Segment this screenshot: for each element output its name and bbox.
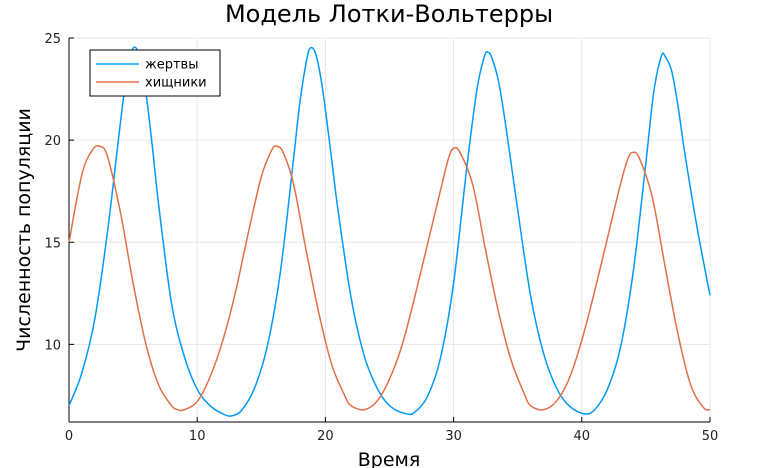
- series-line-prey: [68, 46, 711, 417]
- legend-box: [89, 49, 221, 97]
- legend-label-prey: жертвы: [145, 58, 198, 73]
- x-axis-title: Время: [358, 449, 421, 468]
- x-tick-label-5: 50: [702, 429, 719, 444]
- y-tick-label-0: 10: [44, 338, 61, 353]
- y-tick-label-2: 20: [44, 134, 61, 149]
- grid: [68, 37, 711, 422]
- legend: жертвы хищники: [89, 49, 221, 97]
- y-tick-label-3: 25: [44, 32, 61, 47]
- y-tick-label-1: 15: [44, 236, 61, 251]
- x-tick-label-4: 40: [574, 429, 591, 444]
- x-tick-label-0: 0: [65, 429, 73, 444]
- y-axis-title: Численность популяции: [13, 108, 35, 352]
- x-tick-label-1: 10: [189, 429, 206, 444]
- tick-layer: 0 10 20 30 40 50 10 15 20 25: [44, 32, 718, 444]
- legend-label-predators: хищники: [145, 76, 207, 91]
- chart-title: Модель Лотки-Вольтерры: [225, 0, 553, 28]
- series-layer: [68, 46, 711, 417]
- x-tick-label-3: 30: [445, 429, 462, 444]
- series-line-predators: [68, 145, 711, 412]
- x-tick-label-2: 20: [317, 429, 334, 444]
